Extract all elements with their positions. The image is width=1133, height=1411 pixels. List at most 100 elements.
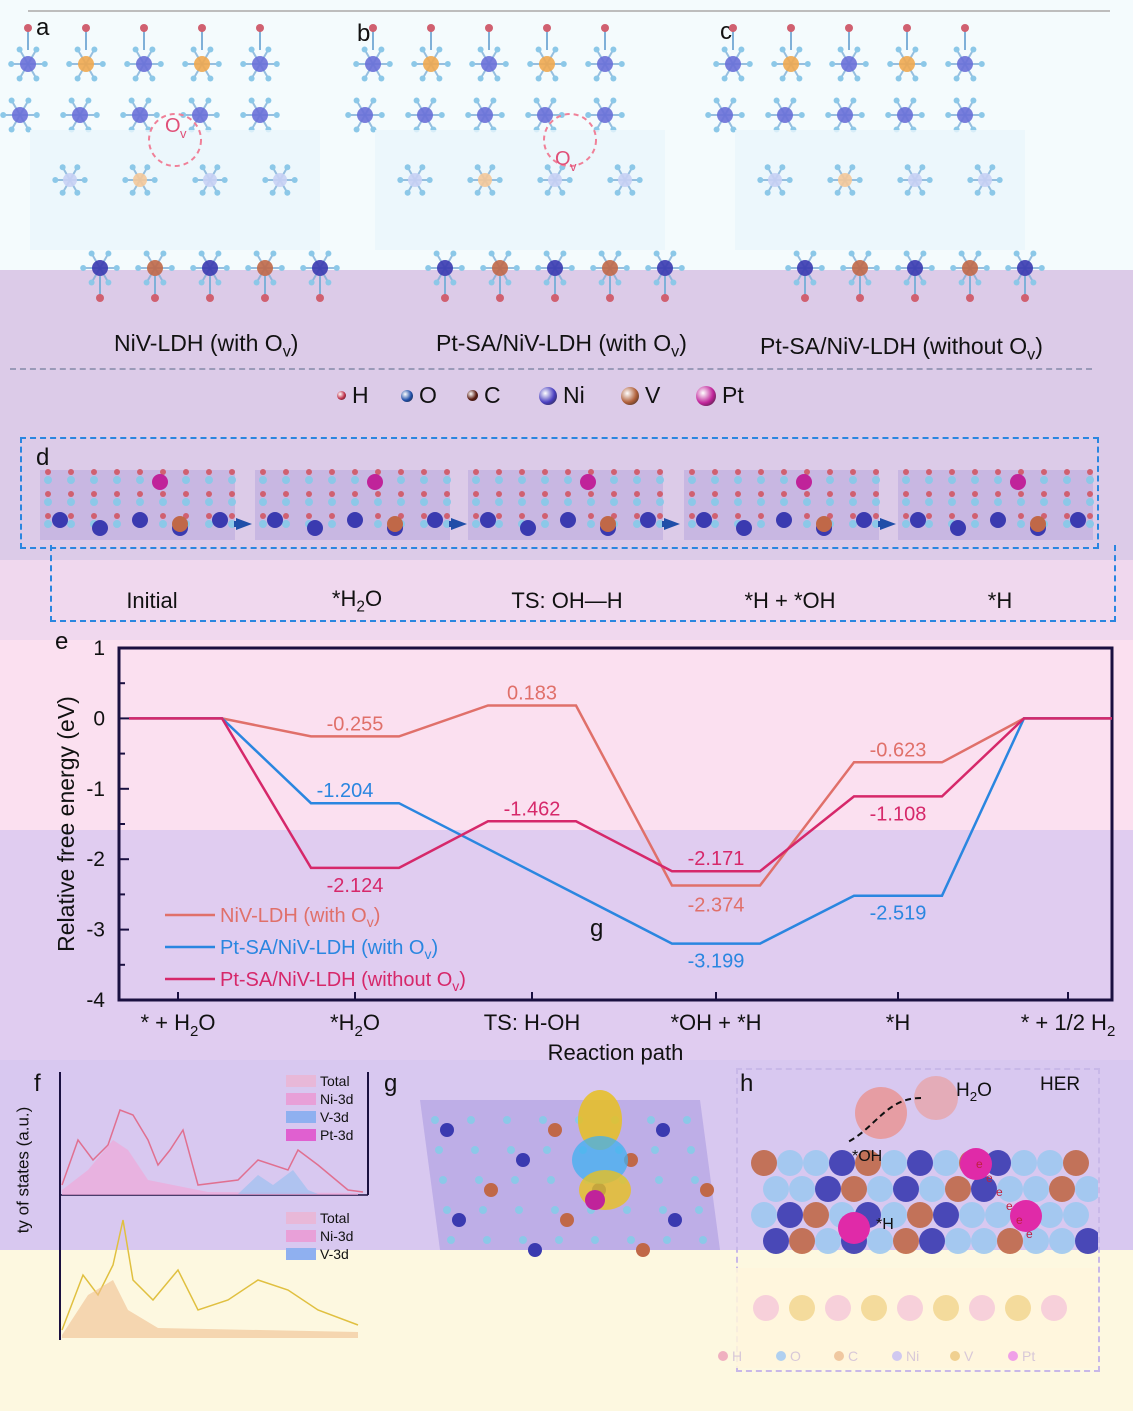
panel-h-legend-label: Ni <box>906 1348 920 1364</box>
legend-atom-label: O <box>419 382 437 408</box>
legend-atom-h: H <box>337 382 369 409</box>
free-energy-chart: 1 0 -1 -2 -3 -4 Relative free energy (eV) * + H… <box>53 637 1116 1065</box>
legend-label: Pt-SA/NiV-LDH (with Ov) <box>220 937 438 962</box>
atom-ball-icon <box>1008 1351 1018 1361</box>
atom-ball-icon <box>950 1351 960 1361</box>
y-tick-label: 0 <box>93 707 105 730</box>
oh-label: *OH <box>852 1148 883 1165</box>
dos-legend-label: Ni-3d <box>320 1228 354 1244</box>
panel-h-legend-item: V <box>950 1348 973 1364</box>
x-tick-label: * + H2O <box>141 1010 216 1040</box>
data-label: -1.462 <box>504 798 561 820</box>
svg-text:e: e <box>986 1171 993 1185</box>
panel-h-legend-item: Pt <box>1008 1348 1035 1364</box>
panel-h-legend-label: C <box>848 1348 859 1364</box>
data-label: -3.199 <box>688 951 745 973</box>
x-tick-label: *OH + *H <box>670 1010 761 1035</box>
caption-c: Pt-SA/NiV-LDH (without Ov) <box>760 333 1043 364</box>
panel-h-legend-item: O <box>776 1348 801 1364</box>
legend-swatch-icon <box>286 1111 316 1123</box>
x-tick-label: *H <box>886 1010 910 1035</box>
dos-legend-item: Total <box>286 1210 350 1226</box>
legend-atom-ni: Ni <box>539 382 585 409</box>
legend-atom-label: H <box>352 382 369 408</box>
h-label: *H <box>876 1216 894 1233</box>
svg-text:v: v <box>180 126 187 141</box>
legend-swatch-icon <box>286 1093 316 1105</box>
atom-ball-icon <box>834 1351 844 1361</box>
dos-legend-label: Pt-3d <box>320 1127 354 1143</box>
dos-legend-item: Total <box>286 1073 350 1089</box>
y-tick-label: -4 <box>86 989 105 1012</box>
dashed-separator <box>10 368 1092 370</box>
data-label: -2.519 <box>870 903 927 925</box>
dos-ylabel: ty of states (a.u.) <box>13 1106 33 1234</box>
legend-label: Pt-SA/NiV-LDH (without Ov) <box>220 969 466 994</box>
caption-b: Pt-SA/NiV-LDH (with Ov) <box>436 330 687 361</box>
dos-plot <box>59 1072 369 1340</box>
panel-letter-g: g <box>384 1070 398 1097</box>
svg-text:e: e <box>976 1157 983 1171</box>
dos-legend-item: Ni-3d <box>286 1091 353 1107</box>
step-label-initial: Initial <box>126 588 178 613</box>
x-tick-label: TS: H-OH <box>484 1010 581 1035</box>
data-label: -1.108 <box>870 803 927 825</box>
svg-text:e: e <box>1026 1227 1033 1241</box>
y-axis-label: Relative free energy (eV) <box>53 696 79 952</box>
atom-ball-icon <box>696 385 716 406</box>
panel-letter-h: h <box>740 1070 754 1097</box>
legend-atom-label: V <box>645 382 661 408</box>
panel-h-legend-label: V <box>964 1348 974 1364</box>
data-label: -1.204 <box>317 780 374 802</box>
svg-text:e: e <box>1016 1213 1023 1227</box>
step-label-h-oh: *H + *OH <box>744 588 836 613</box>
svg-text:e: e <box>1006 1199 1013 1213</box>
step-label-h: *H <box>987 588 1013 613</box>
reaction-step-structures <box>40 469 1094 540</box>
atom-ball-icon <box>467 390 478 401</box>
panel-h-legend-label: H <box>732 1348 743 1364</box>
panel-h-frame <box>736 1068 1100 1372</box>
panel-h-legend-label: O <box>790 1348 801 1364</box>
legend-swatch-icon <box>286 1230 316 1242</box>
series-line <box>129 717 1112 945</box>
legend-swatch-icon <box>286 1248 316 1260</box>
panel-h-legend-item: C <box>834 1348 858 1364</box>
panel-letter-b: b <box>357 20 371 47</box>
atom-ball-icon <box>776 1351 786 1361</box>
legend-atom-pt: Pt <box>696 382 744 409</box>
panel-d-frame <box>20 437 1099 549</box>
series-line <box>129 717 1112 873</box>
dos-legend-item: V-3d <box>286 1109 349 1125</box>
step-label-ts: TS: OH—H <box>511 588 623 613</box>
legend-atom-label: Pt <box>722 382 744 408</box>
dos-legend-label: Total <box>320 1073 350 1089</box>
top-rule <box>28 10 1110 12</box>
svg-text:O: O <box>555 148 571 170</box>
legend-atom-label: Ni <box>563 382 585 408</box>
legend-atom-o: O <box>401 382 437 409</box>
data-label: -0.623 <box>870 739 927 761</box>
legend-swatch-icon <box>286 1129 316 1141</box>
panel-letter-f: f <box>34 1070 41 1097</box>
atom-ball-icon <box>892 1351 902 1361</box>
h2o-label: H2O <box>956 1080 992 1104</box>
atom-ball-icon <box>337 391 346 400</box>
dos-legend-item: Ni-3d <box>286 1228 353 1244</box>
x-axis-label: Reaction path <box>548 1040 684 1065</box>
panel-letter-a: a <box>36 14 50 41</box>
dos-legend-label: Ni-3d <box>320 1091 354 1107</box>
legend-atom-c: C <box>467 382 501 409</box>
dos-legend-label: Total <box>320 1210 350 1226</box>
atom-ball-icon <box>401 389 413 402</box>
her-label: HER <box>1040 1074 1081 1095</box>
panel-letter-c: c <box>720 18 732 45</box>
y-tick-label: -3 <box>86 919 105 942</box>
svg-text:O: O <box>165 115 181 137</box>
caption-a: NiV-LDH (with Ov) <box>114 330 299 361</box>
data-label: -2.171 <box>688 848 745 870</box>
x-tick-label: * + 1/2 H2 <box>1021 1010 1116 1040</box>
data-label: -2.124 <box>327 875 384 897</box>
